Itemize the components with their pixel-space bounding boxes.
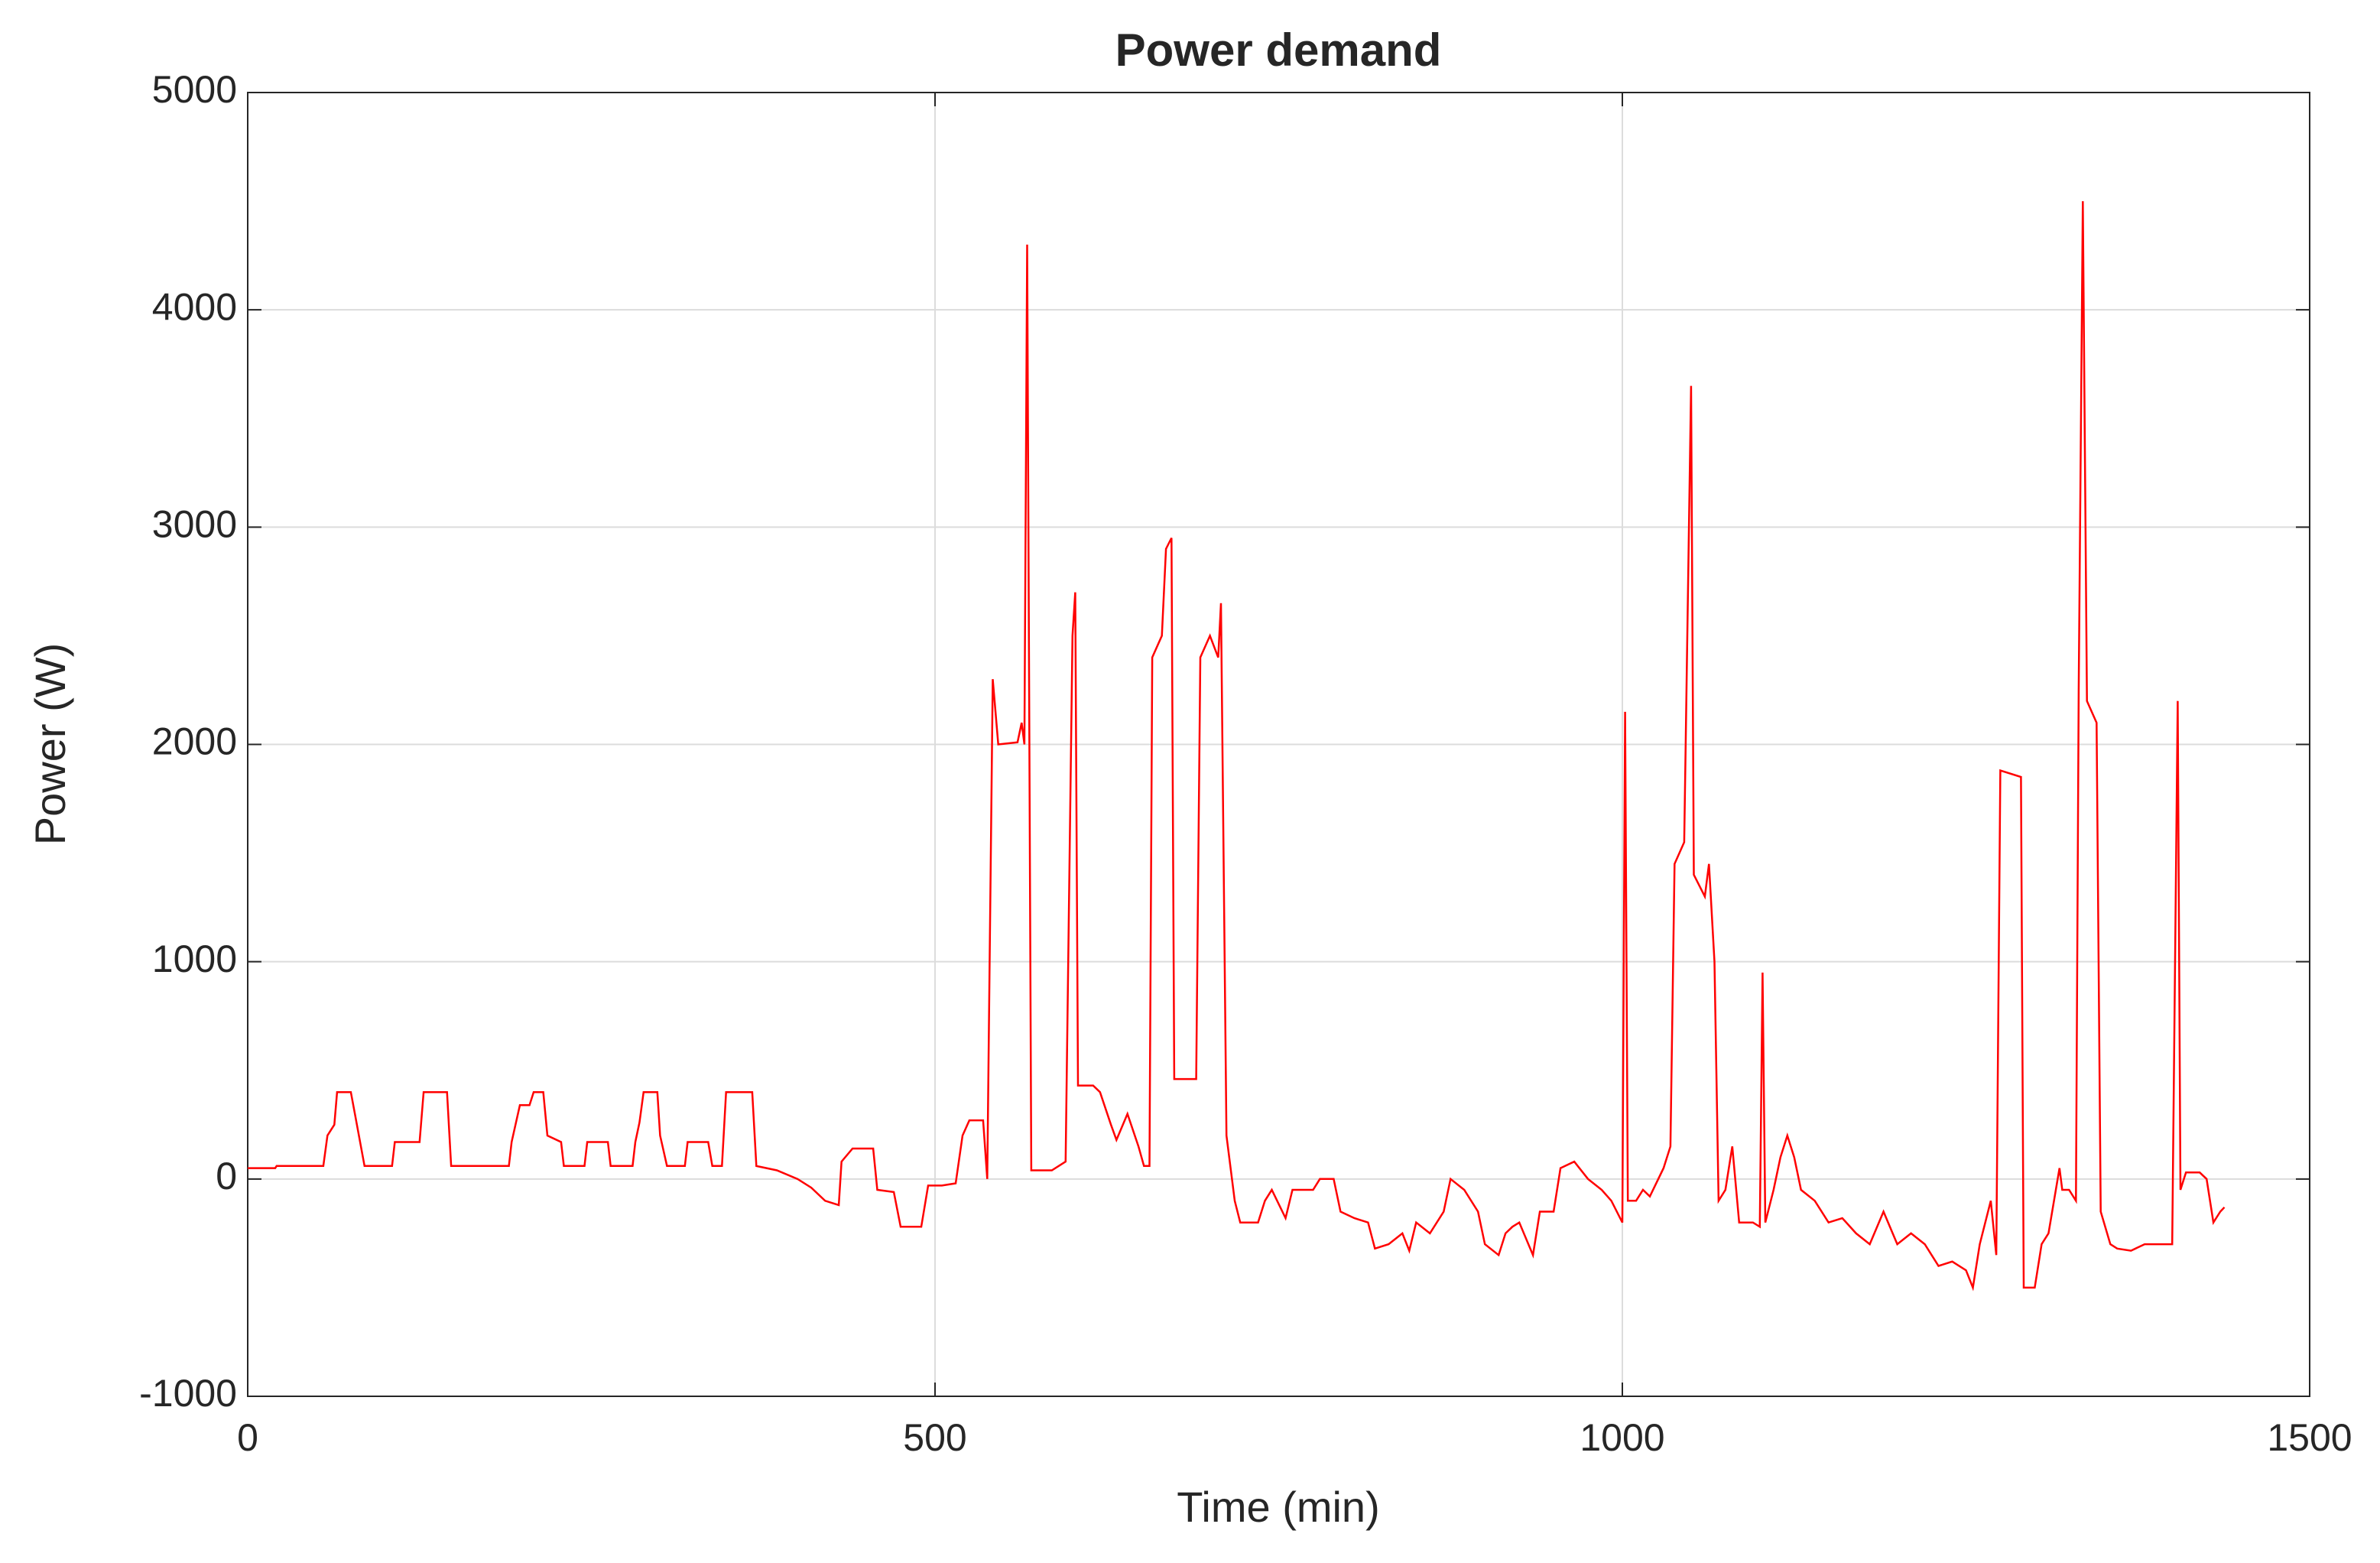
data-line — [248, 201, 2226, 1292]
x-tick-label: 500 — [903, 1416, 966, 1459]
y-tick-label: 2000 — [152, 720, 237, 763]
x-axis-label: Time (min) — [1177, 1483, 1379, 1531]
x-tick-label: 1000 — [1580, 1416, 1664, 1459]
x-tick-label: 1500 — [2267, 1416, 2352, 1459]
y-tick-label: 3000 — [152, 503, 237, 546]
y-tick-label: 1000 — [152, 937, 237, 980]
y-tick-label: 0 — [216, 1155, 237, 1197]
x-tick-label: 0 — [237, 1416, 258, 1459]
y-tick-label: 4000 — [152, 285, 237, 328]
plot-frame — [247, 92, 2310, 1397]
chart-title: Power demand — [1115, 24, 1442, 76]
y-tick-label: 5000 — [152, 68, 237, 111]
y-tick-label: -1000 — [139, 1372, 237, 1415]
y-axis-label: Power (W) — [26, 643, 74, 845]
